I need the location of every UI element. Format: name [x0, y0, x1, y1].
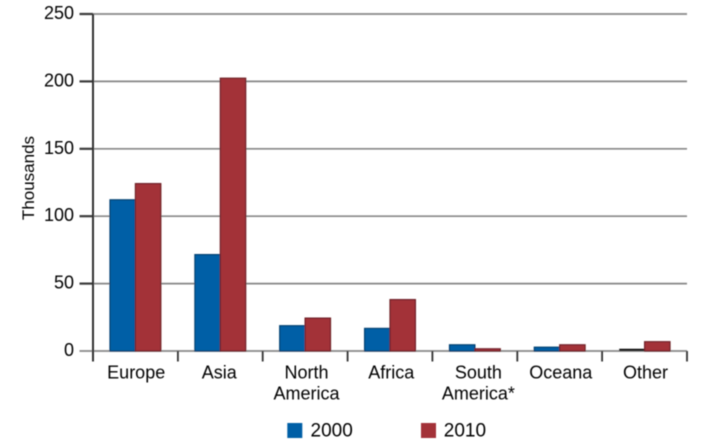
svg-text:America: America — [273, 384, 340, 404]
svg-text:150: 150 — [44, 138, 74, 158]
svg-text:100: 100 — [44, 205, 74, 225]
svg-text:0: 0 — [64, 340, 74, 360]
svg-text:250: 250 — [44, 3, 74, 23]
svg-text:South: South — [455, 363, 502, 383]
svg-text:North: North — [284, 363, 328, 383]
svg-text:Africa: Africa — [368, 363, 415, 383]
svg-text:Other: Other — [623, 363, 668, 383]
svg-text:2000: 2000 — [311, 421, 353, 442]
svg-text:50: 50 — [54, 273, 74, 293]
svg-text:Asia: Asia — [202, 363, 238, 383]
svg-text:Thousands: Thousands — [19, 136, 38, 220]
svg-text:America*: America* — [442, 384, 515, 404]
svg-text:Oceana: Oceana — [529, 363, 593, 383]
svg-text:2010: 2010 — [444, 421, 486, 442]
svg-text:Europe: Europe — [107, 363, 165, 383]
svg-text:200: 200 — [44, 70, 74, 90]
